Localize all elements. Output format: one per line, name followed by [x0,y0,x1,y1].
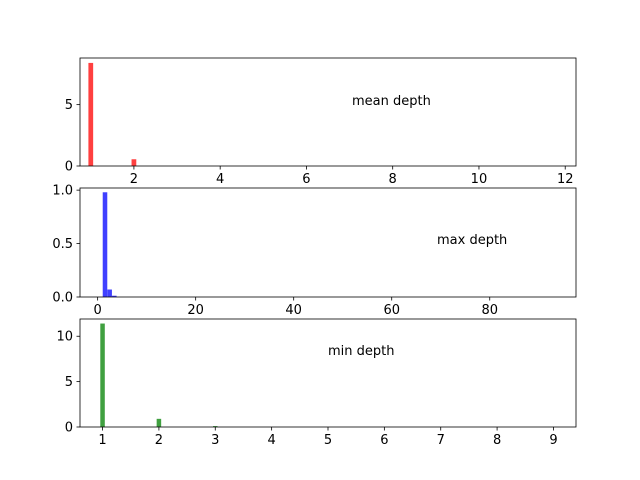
x-tick-label: 4 [267,433,275,448]
histogram-bar [88,62,94,167]
x-tick-label: 3 [211,433,219,448]
subplot-annotation: min depth [328,344,395,359]
histogram-bar [213,426,218,427]
y-tick-label: 5 [65,98,73,113]
y-tick-label: 0 [65,160,73,175]
x-tick-label: 80 [481,303,498,318]
axes-frame [79,318,577,428]
subplot-annotation: mean depth [352,94,431,109]
x-tick-label: 5 [324,433,332,448]
subplot-1: 2 4 6 8 10 12 0 5 mean depth [65,57,577,187]
x-tick-label: 6 [302,172,310,187]
x-tick-label: 6 [380,433,388,448]
subplot-3: 1 2 3 4 5 6 7 8 9 0 5 10 min depth [56,318,577,448]
y-tick-label: 5 [65,375,73,390]
axes-frame [79,187,577,298]
x-tick-label: 7 [437,433,445,448]
axes-frame [79,57,577,167]
subplot-annotation: max depth [437,233,507,248]
histogram-bar [100,323,105,427]
y-tick-label: 0 [65,421,73,436]
x-tick-label: 20 [187,303,204,318]
x-tick-label: 12 [557,172,574,187]
subplot-2: 0 20 40 60 80 0.0 0.5 1.0 max depth [52,184,577,318]
histogram-bar [156,418,162,427]
x-tick-label: 8 [389,172,397,187]
x-tick-label: 40 [285,303,302,318]
x-tick-label: 10 [471,172,488,187]
x-tick-label: 8 [493,433,501,448]
y-tick-label: 1.0 [52,184,73,199]
histogram-bar [107,289,112,297]
x-tick-label: 2 [130,172,138,187]
y-tick-label: 0.0 [52,291,73,306]
histogram-bar [131,159,137,166]
y-tick-label: 0.5 [52,237,73,252]
x-tick-label: 9 [549,433,557,448]
x-tick-label: 1 [98,433,106,448]
x-tick-label: 2 [155,433,163,448]
y-tick-label: 10 [56,330,73,345]
histogram-bar [112,295,117,297]
x-tick-label: 60 [383,303,400,318]
x-tick-label: 0 [94,303,102,318]
x-tick-label: 4 [216,172,224,187]
histogram-bar [102,192,108,297]
